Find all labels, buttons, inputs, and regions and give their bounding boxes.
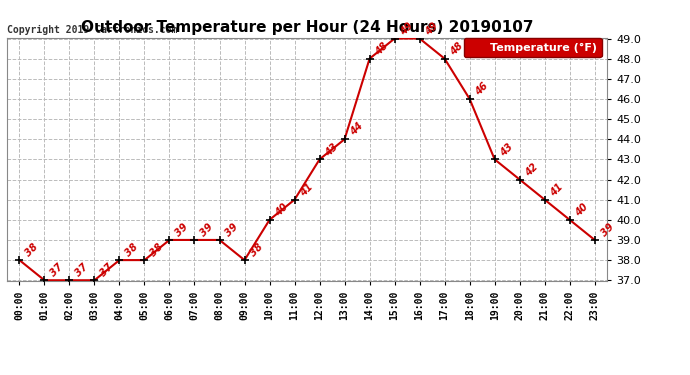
Text: 44: 44 bbox=[348, 121, 365, 138]
Text: 39: 39 bbox=[174, 222, 190, 238]
Text: 38: 38 bbox=[248, 242, 265, 259]
Legend: Temperature (°F): Temperature (°F) bbox=[464, 38, 602, 57]
Text: 38: 38 bbox=[23, 242, 40, 259]
Title: Outdoor Temperature per Hour (24 Hours) 20190107: Outdoor Temperature per Hour (24 Hours) … bbox=[81, 20, 533, 35]
Text: 43: 43 bbox=[499, 141, 515, 158]
Text: 37: 37 bbox=[48, 262, 65, 279]
Text: 42: 42 bbox=[524, 162, 540, 178]
Text: 48: 48 bbox=[374, 40, 391, 57]
Text: 49: 49 bbox=[399, 21, 415, 37]
Text: 48: 48 bbox=[448, 40, 465, 57]
Text: 41: 41 bbox=[549, 182, 565, 198]
Text: 46: 46 bbox=[474, 81, 491, 98]
Text: 38: 38 bbox=[148, 242, 165, 259]
Text: 37: 37 bbox=[99, 262, 115, 279]
Text: 43: 43 bbox=[324, 141, 340, 158]
Text: 40: 40 bbox=[574, 202, 591, 218]
Text: 39: 39 bbox=[599, 222, 615, 238]
Text: 38: 38 bbox=[124, 242, 140, 259]
Text: 37: 37 bbox=[74, 262, 90, 279]
Text: 40: 40 bbox=[274, 202, 290, 218]
Text: Copyright 2019 Cartronics.com: Copyright 2019 Cartronics.com bbox=[7, 25, 177, 35]
Text: 41: 41 bbox=[299, 182, 315, 198]
Text: 39: 39 bbox=[199, 222, 215, 238]
Text: 39: 39 bbox=[224, 222, 240, 238]
Text: 49: 49 bbox=[424, 21, 440, 37]
